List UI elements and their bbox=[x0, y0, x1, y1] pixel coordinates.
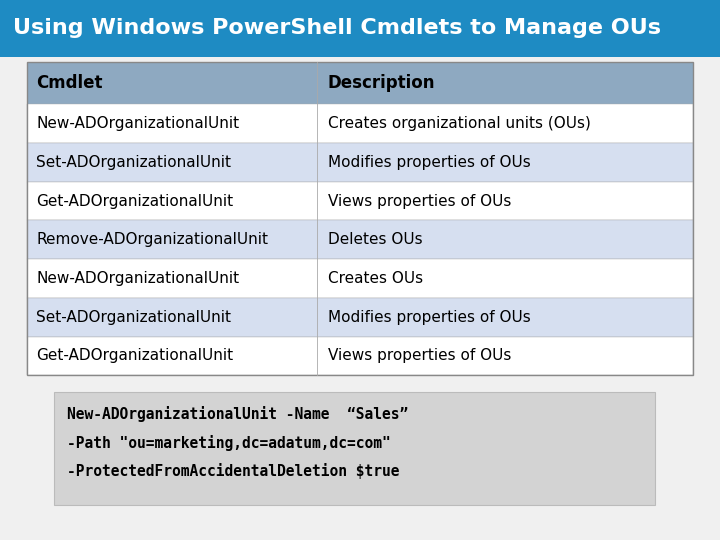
Text: -ProtectedFromAccidentalDeletion $true: -ProtectedFromAccidentalDeletion $true bbox=[67, 463, 400, 479]
Text: Get-ADOrganizationalUnit: Get-ADOrganizationalUnit bbox=[36, 194, 233, 208]
Text: Cmdlet: Cmdlet bbox=[36, 74, 102, 92]
Text: Using Windows PowerShell Cmdlets to Manage OUs: Using Windows PowerShell Cmdlets to Mana… bbox=[13, 18, 661, 38]
FancyBboxPatch shape bbox=[27, 298, 693, 336]
FancyBboxPatch shape bbox=[27, 62, 693, 104]
FancyBboxPatch shape bbox=[27, 104, 693, 143]
Text: Description: Description bbox=[328, 74, 435, 92]
Text: Modifies properties of OUs: Modifies properties of OUs bbox=[328, 155, 531, 170]
FancyBboxPatch shape bbox=[27, 259, 693, 298]
FancyBboxPatch shape bbox=[0, 0, 720, 57]
FancyBboxPatch shape bbox=[27, 182, 693, 220]
Text: Set-ADOrganizationalUnit: Set-ADOrganizationalUnit bbox=[36, 155, 231, 170]
Text: Views properties of OUs: Views properties of OUs bbox=[328, 348, 511, 363]
Text: Set-ADOrganizationalUnit: Set-ADOrganizationalUnit bbox=[36, 310, 231, 325]
Text: Creates organizational units (OUs): Creates organizational units (OUs) bbox=[328, 116, 590, 131]
Text: New-ADOrganizationalUnit: New-ADOrganizationalUnit bbox=[36, 116, 239, 131]
FancyBboxPatch shape bbox=[27, 336, 693, 375]
Text: Modifies properties of OUs: Modifies properties of OUs bbox=[328, 310, 531, 325]
Text: Creates OUs: Creates OUs bbox=[328, 271, 423, 286]
Text: New-ADOrganizationalUnit: New-ADOrganizationalUnit bbox=[36, 271, 239, 286]
FancyBboxPatch shape bbox=[27, 143, 693, 182]
Text: Views properties of OUs: Views properties of OUs bbox=[328, 194, 511, 208]
FancyBboxPatch shape bbox=[54, 392, 655, 505]
Text: Deletes OUs: Deletes OUs bbox=[328, 232, 422, 247]
Text: New-ADOrganizationalUnit -Name  “Sales”: New-ADOrganizationalUnit -Name “Sales” bbox=[67, 406, 408, 422]
Text: -Path "ou=marketing,dc=adatum,dc=com": -Path "ou=marketing,dc=adatum,dc=com" bbox=[67, 435, 391, 450]
Text: Remove-ADOrganizationalUnit: Remove-ADOrganizationalUnit bbox=[36, 232, 268, 247]
FancyBboxPatch shape bbox=[27, 220, 693, 259]
Text: Get-ADOrganizationalUnit: Get-ADOrganizationalUnit bbox=[36, 348, 233, 363]
